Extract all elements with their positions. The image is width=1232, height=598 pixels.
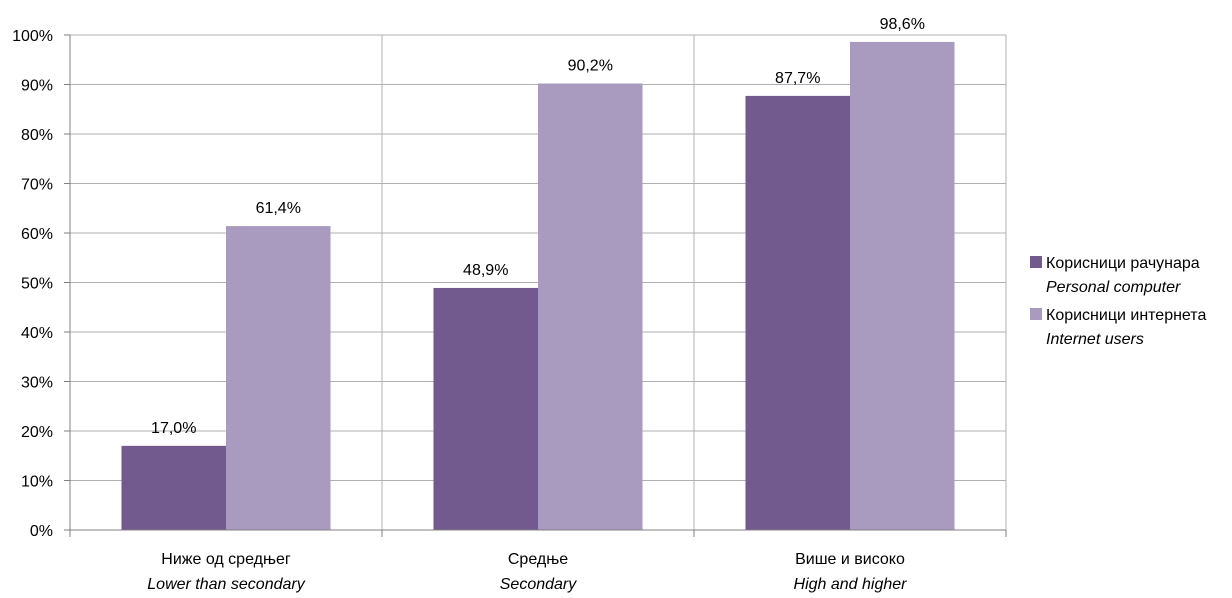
legend: Корисници рачунара Personal computer Корис… [1030,255,1206,348]
y-tick-label: 90% [21,78,53,95]
bar [433,287,538,530]
legend-label: Корисници интернета [1046,307,1206,324]
legend-label-english: Internet users [1046,331,1144,348]
y-tick-label: 40% [21,325,53,342]
x-tick-label-english: High and higher [794,576,908,593]
x-tick-label: Више и високо [795,551,905,568]
x-tick-label-english: Secondary [500,576,577,593]
y-tick-label: 20% [21,424,53,441]
legend-label-english: Personal computer [1046,279,1181,296]
axes: 0% 10% 20% 30% 40% 50% 60% 70% 80% 90% 100% Ниже од… [12,28,1007,593]
data-label: 98,6% [880,16,925,33]
data-label: 17,0% [151,420,196,437]
data-label: 48,9% [463,262,508,279]
bar [121,445,226,530]
data-labels: 17,0% 48,9% 87,7% 61,4% 90,2% 98,6% [151,16,925,437]
x-tick-label: Ниже од средњег [161,551,291,568]
legend-label: Корисници рачунара [1046,255,1200,272]
y-tick-label: 100% [12,28,53,45]
bar [538,83,643,530]
legend-swatch [1030,256,1042,268]
y-tick-label: 0% [30,523,53,540]
y-tick-label: 80% [21,127,53,144]
bar [226,226,331,530]
y-tick-label: 30% [21,375,53,392]
x-tick-label: Средње [508,551,568,568]
data-label: 87,7% [775,70,820,87]
bars [121,41,955,531]
data-label: 90,2% [568,58,613,75]
bar [850,41,955,531]
x-tick-label-english: Lower than secondary [147,576,305,593]
y-tick-label: 60% [21,226,53,243]
y-tick-label: 10% [21,474,53,491]
y-tick-label: 70% [21,177,53,194]
data-label: 61,4% [256,200,301,217]
legend-swatch [1030,308,1042,320]
y-tick-label: 50% [21,276,53,293]
bar [745,95,850,530]
